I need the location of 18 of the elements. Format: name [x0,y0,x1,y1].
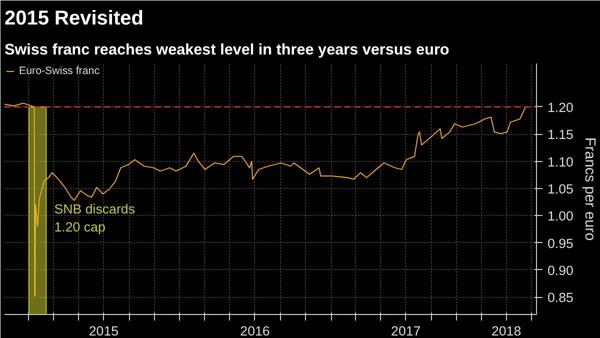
y-tick-label: 1.00 [548,208,574,224]
x-tick-label: 2018 [492,324,522,338]
y-tick-label: 1.10 [548,154,574,170]
chart-subtitle: Swiss franc reaches weakest level in three years versus euro [4,42,450,58]
y-tick-label: 0.90 [548,262,574,278]
y-axis-title: Francs per euro [581,137,598,241]
x-tick-label: 2017 [391,324,421,338]
y-tick-label: 1.05 [548,181,574,196]
band-label: SNB discards 1.20 cap [54,202,136,234]
y-tick-label: 0.95 [548,236,574,251]
x-tick-label: 2016 [240,324,270,338]
y-tick-label: 1.15 [548,127,574,142]
line-series [4,102,526,297]
legend-label: Euro-Swiss franc [19,65,100,77]
y-tick-label: 1.20 [548,100,574,115]
chart-title: 2015 Revisited [4,8,144,30]
x-tick-label: 2015 [88,324,119,338]
y-tick-label: 0.85 [548,290,574,306]
